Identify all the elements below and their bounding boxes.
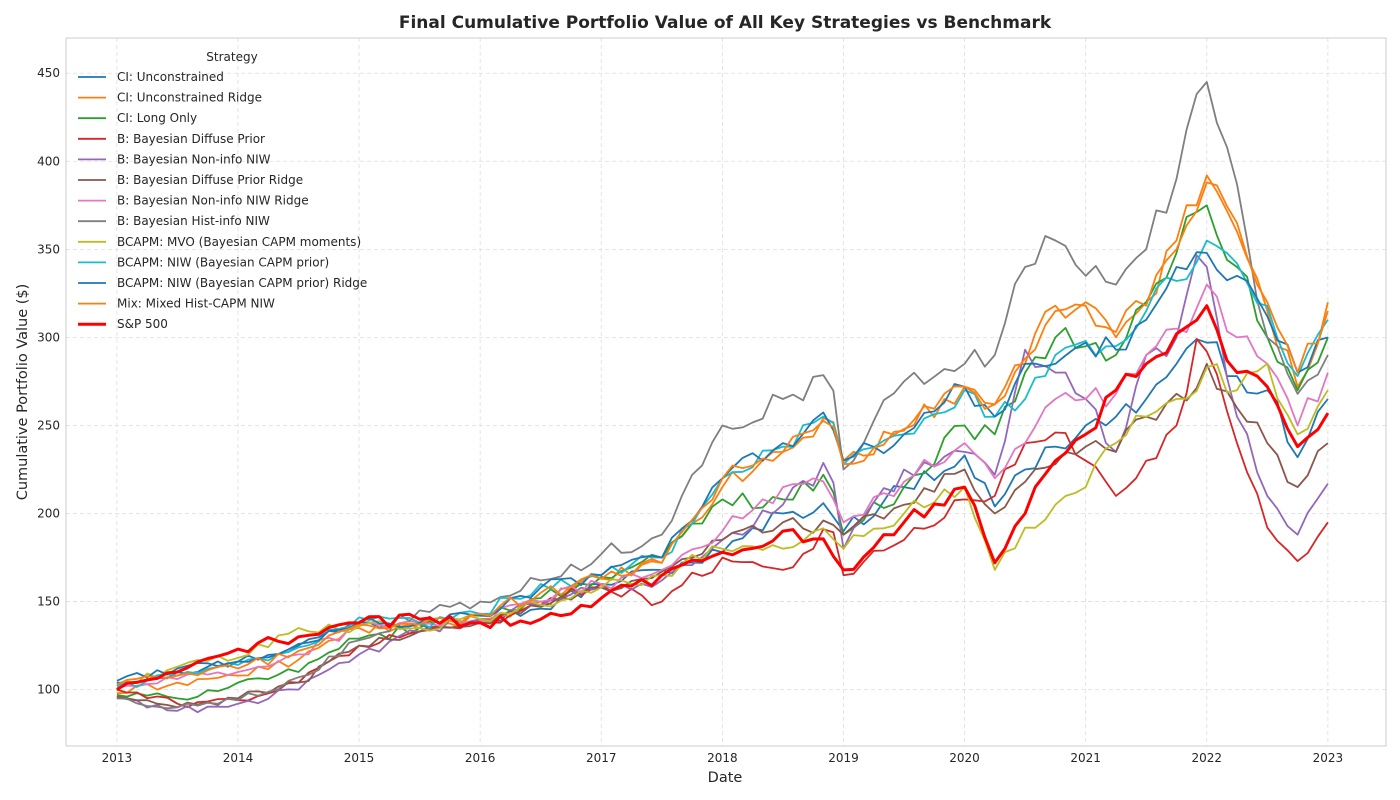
x-tick-label: 2019 bbox=[828, 751, 859, 765]
legend-label: CI: Unconstrained Ridge bbox=[117, 91, 262, 105]
x-axis-ticks: 2013 2014 2015 2016 2017 2018 2019 2020 2021 2022… bbox=[102, 751, 1344, 765]
legend-label: CI: Unconstrained bbox=[117, 70, 224, 84]
legend-entries: CI: Unconstrained CI: Unconstrained Ridge… bbox=[78, 70, 367, 331]
x-tick-label: 2021 bbox=[1070, 751, 1101, 765]
y-axis-ticks: 100 150 200 250 300 350 400 450 bbox=[37, 66, 60, 696]
x-tick-label: 2022 bbox=[1191, 751, 1222, 765]
series-lines bbox=[116, 81, 1330, 714]
legend-label: B: Bayesian Non-info NIW bbox=[117, 152, 271, 166]
legend-label: BCAPM: MVO (Bayesian CAPM moments) bbox=[117, 235, 361, 249]
y-tick-label: 200 bbox=[37, 507, 60, 521]
x-tick-label: 2017 bbox=[586, 751, 617, 765]
y-tick-label: 350 bbox=[37, 242, 60, 256]
x-tick-label: 2015 bbox=[344, 751, 375, 765]
legend-label: S&P 500 bbox=[117, 317, 168, 331]
x-tick-label: 2023 bbox=[1313, 751, 1344, 765]
y-tick-label: 100 bbox=[37, 683, 60, 697]
x-tick-label: 2018 bbox=[707, 751, 738, 765]
legend-label: B: Bayesian Hist-info NIW bbox=[117, 214, 270, 228]
legend-label: BCAPM: NIW (Bayesian CAPM prior) bbox=[117, 255, 329, 269]
series-line bbox=[116, 81, 1329, 710]
legend-label: B: Bayesian Diffuse Prior Ridge bbox=[117, 173, 303, 187]
x-tick-label: 2014 bbox=[223, 751, 254, 765]
y-tick-label: 150 bbox=[37, 595, 60, 609]
x-tick-label: 2020 bbox=[949, 751, 980, 765]
legend-label: B: Bayesian Non-info NIW Ridge bbox=[117, 194, 309, 208]
plot-frame bbox=[65, 37, 1387, 747]
y-tick-label: 250 bbox=[37, 418, 60, 432]
legend-title: Strategy bbox=[206, 50, 257, 64]
y-tick-label: 400 bbox=[37, 154, 60, 168]
y-tick-label: 450 bbox=[37, 66, 60, 80]
series-line bbox=[116, 181, 1329, 686]
legend-label: BCAPM: NIW (Bayesian CAPM prior) Ridge bbox=[117, 276, 367, 290]
series-line bbox=[116, 174, 1329, 695]
legend-label: B: Bayesian Diffuse Prior bbox=[117, 132, 265, 146]
plot-background bbox=[66, 38, 1386, 746]
legend-label: Mix: Mixed Hist-CAPM NIW bbox=[117, 297, 275, 311]
x-tick-label: 2013 bbox=[102, 751, 133, 765]
plot-area bbox=[65, 37, 1387, 747]
series-line bbox=[116, 362, 1329, 709]
chart-title: Final Cumulative Portfolio Value of All … bbox=[399, 13, 1052, 33]
series-line bbox=[116, 304, 1330, 691]
y-axis-label: Cumulative Portfolio Value ($) bbox=[15, 284, 31, 501]
legend-label: CI: Long Only bbox=[117, 111, 197, 125]
y-tick-label: 300 bbox=[37, 330, 60, 344]
x-tick-label: 2016 bbox=[465, 751, 496, 765]
series-line bbox=[116, 204, 1329, 701]
x-axis-label: Date bbox=[708, 770, 743, 786]
